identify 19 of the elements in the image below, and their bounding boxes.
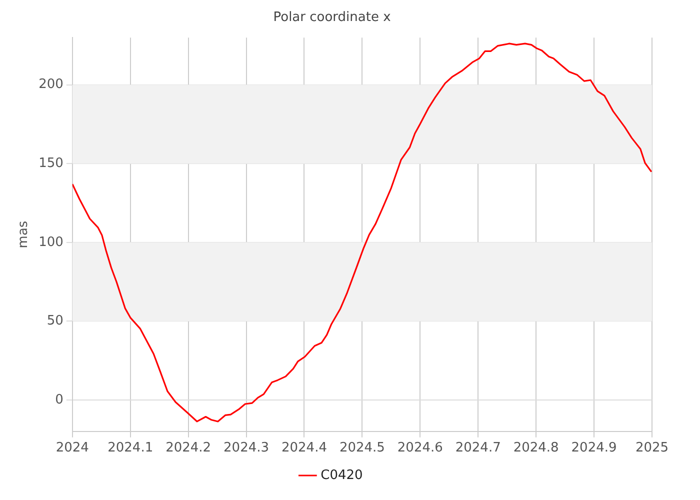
x-tick-label: 2024.3 [224,440,270,456]
x-tick-label: 2024.5 [339,440,385,456]
y-tick-label: 100 [38,234,64,250]
x-tick-label: 2024.2 [166,440,212,456]
legend-label: C0420 [320,468,363,483]
x-tick-label: 2024 [56,440,89,456]
y-tick-label: 0 [55,392,64,408]
y-tick-label: 200 [38,77,64,92]
x-tick-label: 2024.8 [513,440,559,456]
chart-title: Polar coordinate x [273,10,392,26]
y-axis-title: mas [16,220,32,248]
x-tick-label: 2024.4 [282,440,327,456]
x-tick-label: 2024.7 [455,440,501,456]
x-tick-label: 2024.9 [571,440,617,456]
y-tick-label: 150 [38,156,64,171]
x-tick-label: 2024.6 [397,440,443,456]
y-tick-label: 50 [46,314,64,329]
x-tick-label: 2024.1 [108,440,154,456]
x-tick-label: 2025 [635,440,669,456]
